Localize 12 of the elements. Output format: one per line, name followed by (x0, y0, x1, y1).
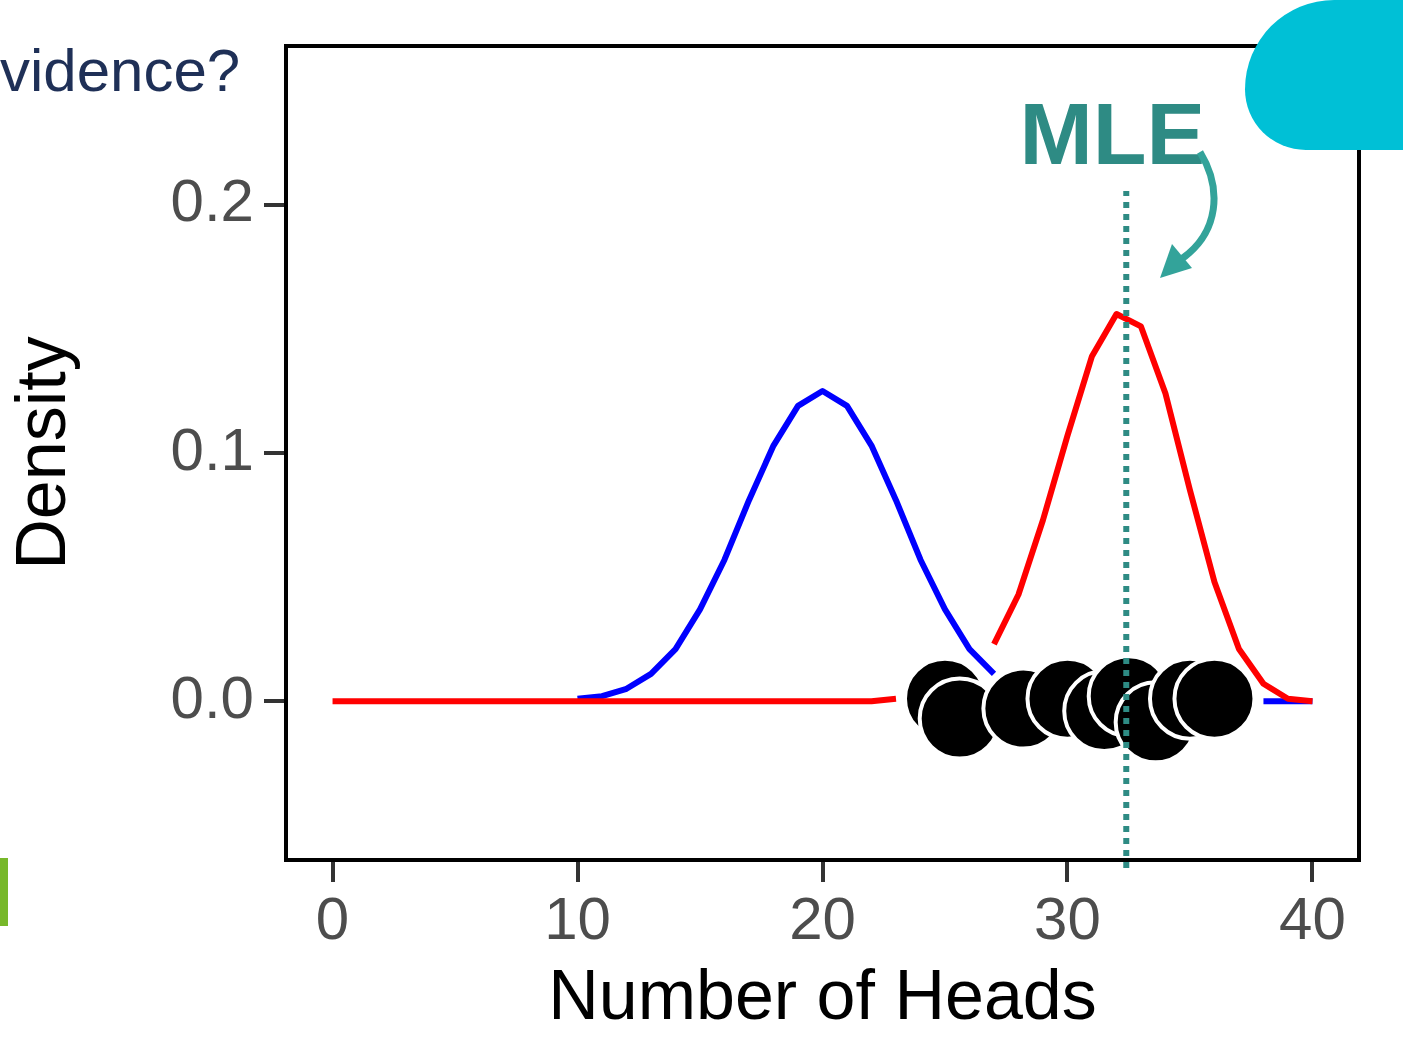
x-tick-label: 20 (789, 884, 856, 952)
x-tick-label: 10 (544, 884, 611, 952)
x-tick-label: 40 (1279, 884, 1346, 952)
x-tick-label: 0 (315, 884, 350, 952)
ref-line-label: MLE (1019, 84, 1206, 183)
x-axis-title: Number of Heads (548, 956, 1097, 1035)
y-tick-label: 0.1 (170, 415, 254, 483)
x-tick-label: 30 (1034, 884, 1101, 952)
y-tick-label: 0.0 (170, 663, 254, 731)
y-axis-title: Density (2, 336, 81, 570)
text: vidence? (0, 36, 241, 105)
y-tick-label: 0.2 (170, 167, 254, 235)
